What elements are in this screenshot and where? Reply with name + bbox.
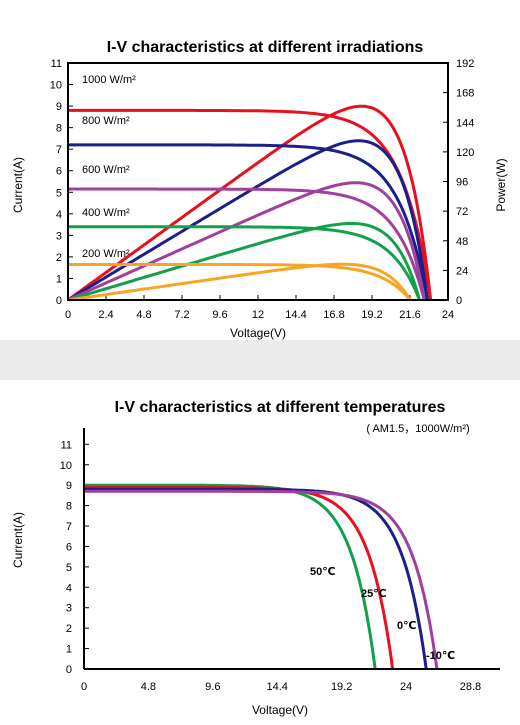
chart1-frame [67, 62, 449, 301]
chart1-irradiance-label: 200 W/m² [82, 248, 130, 260]
chart2-ylabel: Current(A) [11, 512, 25, 568]
chart1-x-tick-label: 14.4 [285, 309, 306, 321]
chart1-y2-tick-label: 0 [456, 295, 462, 307]
chart2-temperature-label: 50℃ [310, 566, 336, 578]
irradiation-chart: I-V characteristics at different irradia… [11, 39, 508, 340]
chart1-irradiance-label: 800 W/m² [82, 115, 130, 127]
chart2-xlabel: Voltage(V) [252, 703, 308, 717]
chart1-title: I-V characteristics at different irradia… [107, 39, 424, 56]
chart2-y-tick-label: 11 [61, 439, 72, 451]
chart2-title: I-V characteristics at different tempera… [115, 399, 446, 416]
chart1-ylabel: Current(A) [11, 157, 25, 213]
chart2-x-tick-label: 9.6 [205, 681, 220, 693]
chart1-y-tick-label: 3 [56, 230, 62, 242]
chart1-x-tick-label: 21.6 [399, 309, 420, 321]
chart1-x-tick-label: 9.6 [212, 309, 227, 321]
chart1-power-curve-0 [67, 104, 433, 302]
chart2-x-tick-label: 19.2 [331, 681, 352, 693]
chart2-y-tick-label: 2 [66, 623, 72, 635]
chart1-x-tick-label: 16.8 [323, 309, 344, 321]
chart2-y-tick-label: 7 [66, 521, 72, 533]
chart1-x-tick-label: 0 [65, 309, 71, 321]
chart1-y-tick-label: 7 [56, 144, 62, 156]
chart1-current-curve-4 [67, 262, 412, 301]
chart1-y-tick-label: 5 [56, 187, 62, 199]
chart1-power-curve-3 [67, 222, 421, 302]
chart2-temperature-label: 0℃ [397, 620, 416, 632]
temperature-chart: I-V characteristics at different tempera… [11, 399, 500, 717]
chart1-x-tick-label: 4.8 [136, 309, 151, 321]
chart1-y2-tick-label: 24 [456, 265, 468, 277]
chart1-y-tick-label: 0 [56, 295, 62, 307]
chart1-y-tick-label: 11 [51, 58, 62, 70]
chart2-subtitle: ( AM1.5，1000W/m²) [366, 423, 469, 435]
chart1-y-tick-label: 10 [50, 80, 62, 92]
chart1-x-tick-label: 12 [252, 309, 264, 321]
chart1-current-curve-2 [68, 187, 426, 301]
chart1-y-tick-label: 9 [56, 101, 62, 113]
chart2-y-tick-label: 9 [66, 480, 72, 492]
chart2-x-tick-label: 4.8 [141, 681, 156, 693]
chart1-y2label: Power(W) [494, 158, 508, 211]
chart2-y-tick-label: 6 [66, 541, 72, 553]
chart2-x-tick-label: 14.4 [267, 681, 288, 693]
chart2-y-tick-label: 4 [66, 582, 72, 594]
chart2-temperature-label: 25℃ [361, 588, 387, 600]
chart1-current-curve-0 [68, 108, 433, 301]
chart1-y2-tick-label: 120 [456, 147, 474, 159]
chart2-current-curve-0 [84, 483, 377, 670]
temperature-chart-panel: I-V characteristics at different tempera… [0, 380, 520, 720]
chart1-y2-tick-label: 72 [456, 206, 468, 218]
chart1-irradiance-label: 1000 W/m² [82, 74, 136, 86]
chart1-y-tick-label: 8 [56, 123, 62, 135]
chart2-y-tick-label: 3 [66, 603, 72, 615]
chart1-y2-tick-label: 168 [456, 88, 474, 100]
chart2-temperature-label: -10℃ [426, 650, 455, 662]
chart1-irradiance-label: 400 W/m² [82, 207, 130, 219]
chart2-current-curve-1 [84, 485, 395, 670]
irradiation-chart-panel: I-V characteristics at different irradia… [0, 0, 520, 340]
chart2-y-tick-label: 8 [66, 501, 72, 513]
chart1-y-tick-label: 4 [56, 209, 62, 221]
chart1-current-curve-1 [68, 143, 429, 301]
chart2-current-curve-3 [84, 489, 439, 670]
chart1-x-tick-label: 19.2 [361, 309, 382, 321]
chart2-y-tick-label: 0 [66, 664, 72, 676]
chart2-x-tick-label: 0 [81, 681, 87, 693]
chart1-y-tick-label: 2 [56, 252, 62, 264]
chart1-current-curve-3 [68, 225, 421, 301]
chart2-x-tick-label: 28.8 [460, 681, 481, 693]
chart2-y-tick-label: 5 [66, 562, 72, 574]
chart1-xlabel: Voltage(V) [230, 326, 286, 340]
chart2-x-tick-label: 24 [400, 681, 412, 693]
chart1-y2-tick-label: 192 [456, 58, 474, 70]
chart1-y2-tick-label: 96 [456, 177, 468, 189]
chart1-y2-tick-label: 144 [456, 117, 474, 129]
chart1-x-tick-label: 24 [442, 309, 454, 321]
chart2-current-curve-2 [84, 487, 428, 670]
chart1-y2-tick-label: 48 [456, 236, 468, 248]
chart1-y-tick-label: 1 [56, 273, 62, 285]
chart1-power-curve-4 [67, 262, 412, 302]
chart1-x-tick-label: 7.2 [174, 309, 189, 321]
chart1-power-curve-2 [67, 181, 426, 302]
chart1-x-tick-label: 2.4 [98, 309, 113, 321]
chart2-y-tick-label: 10 [60, 460, 72, 472]
panel-divider [0, 340, 520, 380]
chart1-y-tick-label: 6 [56, 166, 62, 178]
chart1-irradiance-label: 600 W/m² [82, 164, 130, 176]
chart2-y-tick-label: 1 [66, 644, 72, 656]
